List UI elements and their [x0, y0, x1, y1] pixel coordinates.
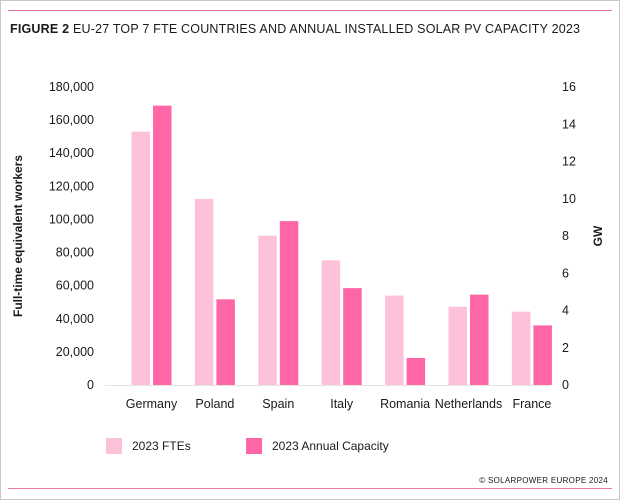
bar-fte-netherlands: [448, 306, 467, 385]
y-right-tick-label: 2: [562, 341, 569, 355]
bar-fte-spain: [258, 235, 277, 385]
y-tick-label: 160,000: [49, 113, 94, 127]
bar-capacity-germany: [153, 105, 172, 385]
y-right-tick-label: 10: [562, 192, 576, 206]
legend-fte: 2023 FTEs: [106, 438, 191, 454]
bar-fte-italy: [321, 260, 341, 385]
y-right-tick-label: 14: [562, 117, 576, 131]
y-tick-label: 40,000: [56, 312, 94, 326]
bar-fte-poland: [194, 198, 214, 385]
x-tick-label: Poland: [195, 397, 234, 411]
bar-fte-france: [511, 311, 531, 385]
y-tick-label: 140,000: [49, 146, 94, 160]
y-right-tick-label: 16: [562, 80, 576, 94]
y-right-tick-label: 0: [562, 378, 569, 392]
figure-title: FIGURE 2 EU-27 TOP 7 FTE COUNTRIES AND A…: [10, 22, 580, 36]
y-right-tick-label: 6: [562, 266, 569, 280]
bar-fte-romania: [385, 295, 404, 385]
credit: © SOLARPOWER EUROPE 2024: [479, 476, 608, 485]
y-axis-label: Full-time equivalent workers: [11, 155, 25, 317]
x-tick-label: Germany: [126, 397, 178, 411]
bottom-rule: [8, 488, 612, 489]
bar-capacity-spain: [279, 221, 299, 385]
figure-label: FIGURE 2: [10, 22, 70, 36]
y-tick-label: 60,000: [56, 279, 94, 293]
y-right-tick-label: 4: [562, 304, 569, 318]
bar-capacity-france: [533, 325, 552, 385]
title-text: EU-27 TOP 7 FTE COUNTRIES AND ANNUAL INS…: [72, 22, 581, 36]
bar-capacity-italy: [343, 288, 362, 385]
y-tick-label: 0: [87, 378, 94, 392]
y-tick-label: 120,000: [49, 179, 94, 193]
y-tick-label: 80,000: [56, 246, 94, 260]
y-tick-label: 20,000: [56, 345, 94, 359]
y-right-axis-label: GW: [591, 225, 605, 246]
legend-swatch-fte: [106, 438, 122, 454]
x-tick-label: Romania: [380, 397, 430, 411]
x-tick-label: Netherlands: [435, 397, 502, 411]
legend-label: 2023 Annual Capacity: [272, 439, 389, 453]
legend-capacity: 2023 Annual Capacity: [246, 438, 389, 454]
x-tick-label: Spain: [262, 397, 294, 411]
x-tick-label: Italy: [330, 397, 354, 411]
x-tick-label: France: [512, 397, 551, 411]
y-right-tick-label: 12: [562, 155, 576, 169]
bar-capacity-poland: [216, 299, 235, 385]
y-tick-label: 180,000: [49, 80, 94, 94]
y-tick-label: 100,000: [49, 212, 94, 226]
bar-capacity-romania: [406, 357, 426, 385]
y-right-tick-label: 8: [562, 229, 569, 243]
legend-swatch-capacity: [246, 438, 262, 454]
legend-label: 2023 FTEs: [132, 439, 191, 453]
bar-capacity-netherlands: [470, 294, 489, 385]
top-rule: [8, 10, 612, 11]
bar-fte-germany: [131, 131, 150, 385]
